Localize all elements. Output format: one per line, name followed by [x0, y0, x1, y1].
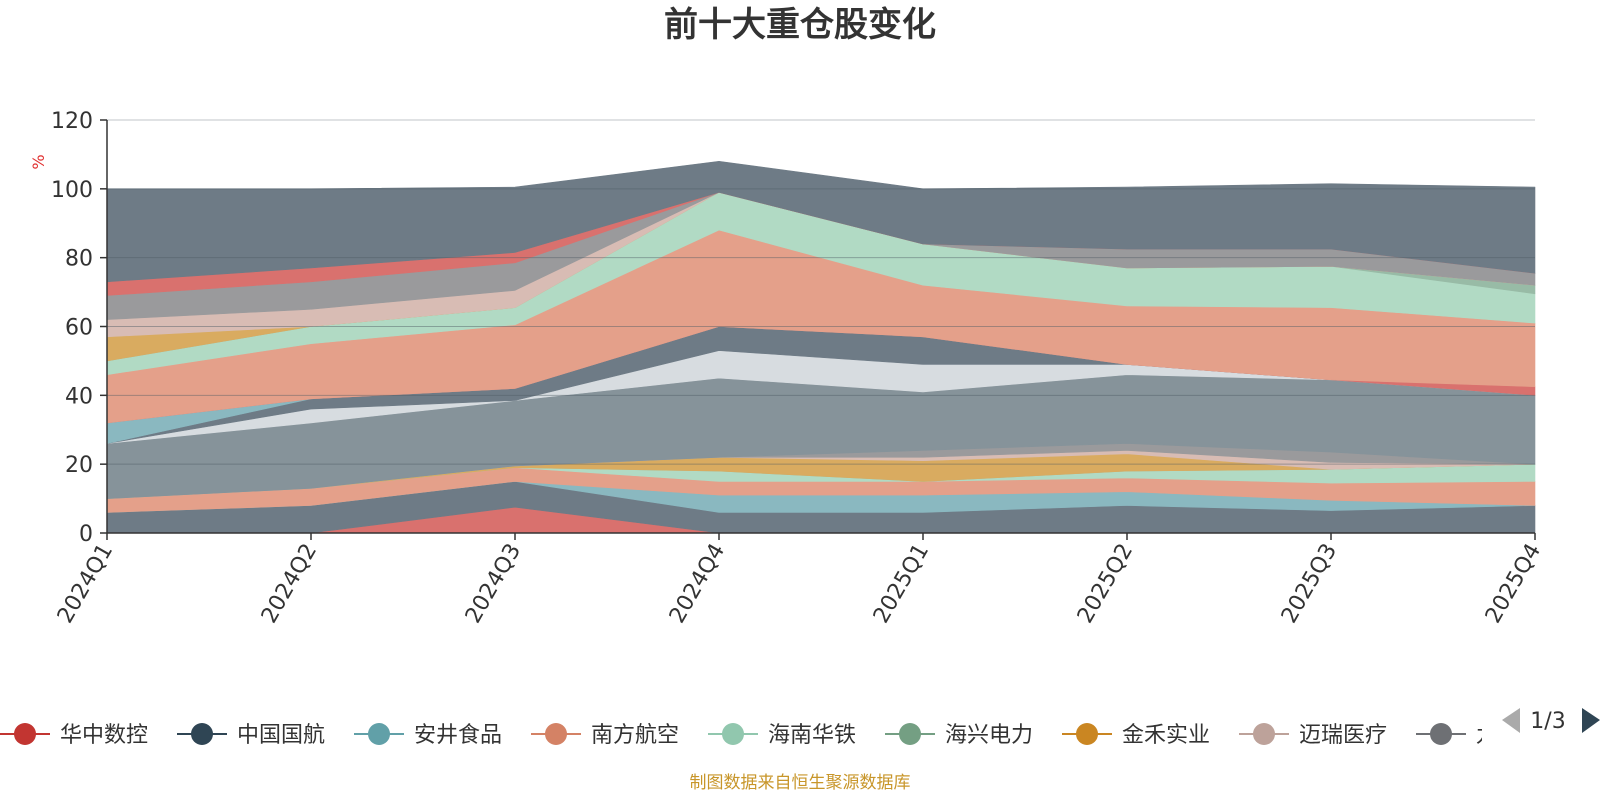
legend-item-8[interactable]: 九号公司 [1416, 723, 1564, 748]
grid-lines [107, 119, 1535, 465]
legend-dot-icon [1253, 723, 1275, 745]
y-tick-label-0: 0 [79, 522, 93, 547]
legend-page-number: 1/3 [1530, 709, 1565, 734]
x-tick-label-4: 2025Q1 [869, 540, 934, 628]
y-tick-label-2: 40 [65, 384, 93, 409]
y-axis-unit: % [29, 154, 48, 169]
legend-pager: 1/3 [1502, 708, 1600, 734]
legend-label: 九号公司 [1476, 723, 1564, 748]
y-axis-ticks: 0 20 40 60 80 100 120 [51, 109, 107, 547]
y-tick-label-4: 80 [65, 247, 93, 272]
x-axis-ticks: 2024Q1 2024Q2 2024Q3 2024Q4 2025Q1 2025Q2 2025… [53, 533, 1546, 628]
x-tick-label-1: 2024Q2 [257, 540, 322, 628]
y-tick-label-5: 100 [51, 178, 93, 203]
legend: 华中数控 中国国航 安井食品 南方航空 海南华铁 海兴电力 金禾实业 迈瑞医疗 九号公司 [0, 723, 1564, 748]
legend-item-2[interactable]: 安井食品 [354, 723, 502, 748]
legend-label: 安井食品 [414, 723, 502, 748]
y-tick-label-1: 20 [65, 453, 93, 478]
y-tick-label-6: 120 [51, 109, 93, 134]
legend-item-6[interactable]: 金禾实业 [1062, 723, 1210, 748]
legend-item-3[interactable]: 南方航空 [531, 723, 679, 748]
legend-item-0[interactable]: 华中数控 [0, 723, 148, 748]
legend-item-4[interactable]: 海南华铁 [708, 723, 856, 748]
legend-items: 华中数控 中国国航 安井食品 南方航空 海南华铁 海兴电力 金禾实业 迈瑞医疗 九号公司 [0, 723, 1564, 748]
legend-dot-icon [14, 723, 36, 745]
x-tick-label-5: 2025Q2 [1073, 540, 1138, 628]
data-source-note: 制图数据来自恒生聚源数据库 [690, 773, 911, 793]
chart-title: 前十大重仓股变化 [664, 5, 936, 45]
legend-dot-icon [545, 723, 567, 745]
x-tick-label-7: 2025Q4 [1481, 540, 1546, 628]
legend-item-5[interactable]: 海兴电力 [885, 723, 1033, 748]
x-tick-label-2: 2024Q3 [461, 540, 526, 628]
legend-item-7[interactable]: 迈瑞医疗 [1239, 723, 1387, 748]
legend-dot-icon [1076, 723, 1098, 745]
legend-dot-icon [368, 723, 390, 745]
legend-dot-icon [191, 723, 213, 745]
area-series [106, 161, 1536, 534]
legend-label: 华中数控 [60, 723, 148, 748]
x-tick-label-0: 2024Q1 [53, 540, 118, 628]
legend-prev-icon[interactable] [1502, 708, 1520, 733]
x-tick-label-6: 2025Q3 [1277, 540, 1342, 628]
legend-dot-icon [1430, 723, 1452, 745]
legend-label: 迈瑞医疗 [1299, 723, 1387, 748]
area-21 [106, 161, 1536, 283]
legend-label: 金禾实业 [1122, 723, 1210, 748]
legend-dot-icon [899, 723, 921, 745]
x-tick-label-3: 2024Q4 [665, 540, 730, 628]
legend-item-1[interactable]: 中国国航 [177, 723, 325, 748]
legend-label: 南方航空 [591, 723, 679, 748]
y-tick-label-3: 60 [65, 316, 93, 341]
legend-label: 海南华铁 [768, 723, 856, 748]
legend-dot-icon [722, 723, 744, 745]
legend-label: 中国国航 [237, 723, 325, 748]
legend-next-icon[interactable] [1582, 708, 1600, 733]
legend-label: 海兴电力 [945, 723, 1033, 748]
